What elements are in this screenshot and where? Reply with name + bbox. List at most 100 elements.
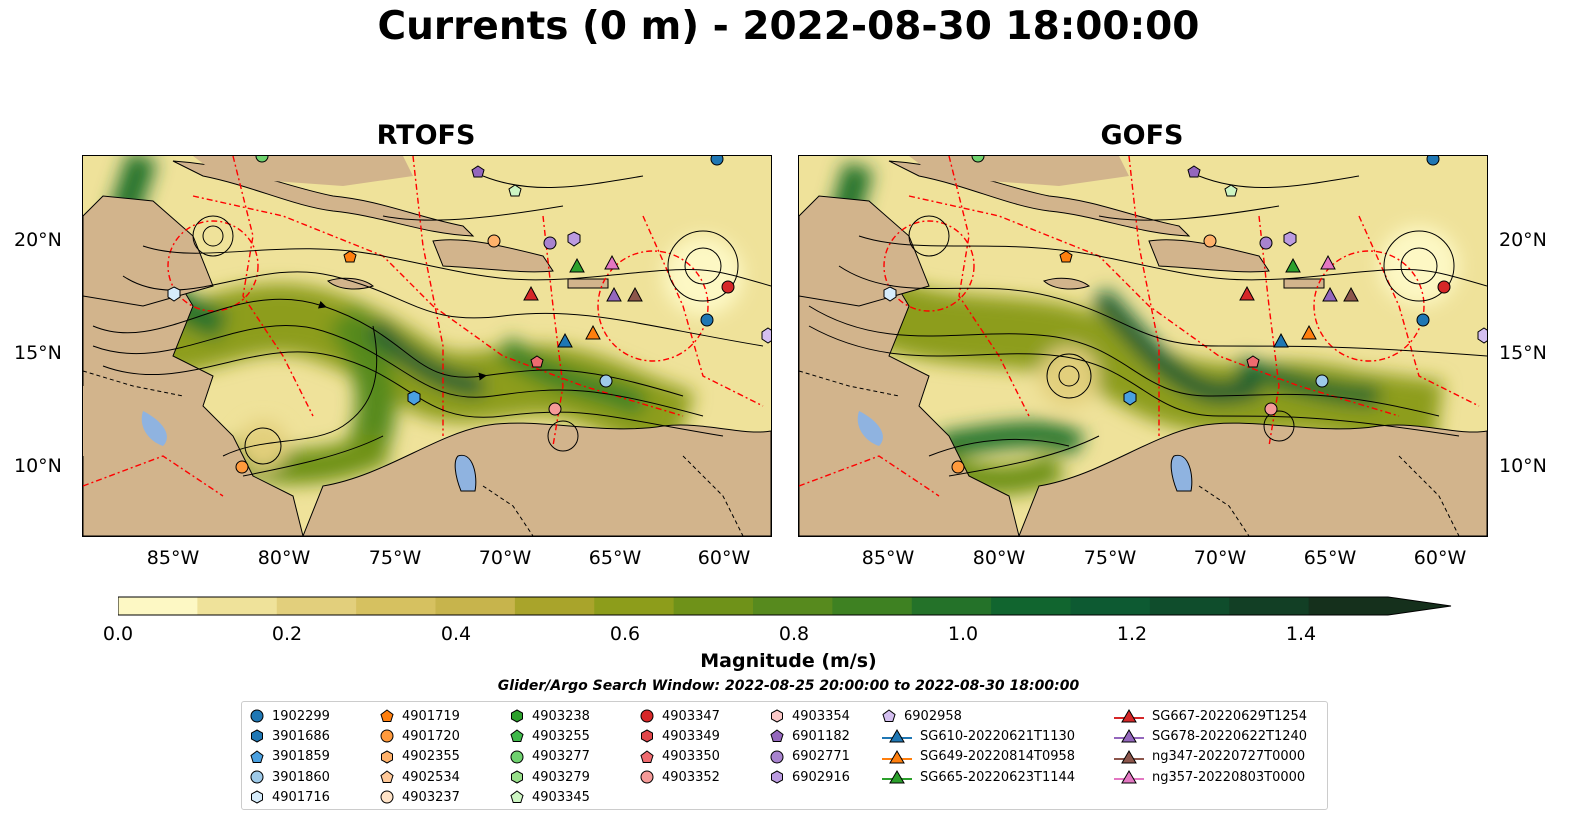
lat-label-20n-right: 20°N [1499, 229, 1547, 251]
legend-marker-icon [511, 709, 523, 723]
legend-marker-icon [511, 770, 523, 784]
map-gofs [798, 155, 1488, 537]
colorbar-segment [1070, 597, 1151, 615]
legend-item: 6902916 [770, 767, 850, 787]
streamlines [808, 175, 1487, 477]
legend-label: 6902771 [792, 749, 850, 765]
legend-marker-icon [770, 729, 784, 743]
legend-label: SG665-20220623T1144 [920, 769, 1076, 785]
eez-boundaries [799, 156, 1480, 497]
legend-item: 4903277 [510, 747, 590, 767]
lat-label-15n-right: 15°N [1499, 342, 1547, 364]
streamlines [92, 175, 771, 477]
legend-label: 4903279 [532, 769, 590, 785]
land-puerto-rico [567, 278, 609, 289]
lon-label-75w-gofs: 75°W [1083, 547, 1137, 569]
legend-marker-icon [771, 709, 783, 723]
legend-item: 6902771 [770, 747, 850, 767]
legend-label: 4903354 [792, 708, 850, 724]
country-borders [83, 370, 744, 536]
legend-item: 4903349 [640, 726, 720, 746]
legend-marker-icon [1114, 749, 1144, 764]
legend-item: 4903345 [510, 787, 590, 807]
lon-label-65w-gofs: 65°W [1303, 547, 1357, 569]
legend-label: 6902916 [792, 769, 850, 785]
legend-label: 4901719 [402, 708, 460, 724]
lat-label-20n-left: 20°N [14, 229, 62, 251]
legend: 1902299 3901686 3901859 3901860 4901716 49017… [241, 701, 1328, 810]
colorbar-label: Magnitude (m/s) [700, 650, 877, 672]
legend-marker-icon [1114, 709, 1144, 723]
legend-item: 3901859 [250, 747, 330, 767]
legend-item: 1902299 [250, 706, 330, 726]
colorbar-segment [435, 597, 516, 615]
legend-marker-icon [1114, 729, 1144, 743]
panel-title-gofs: GOFS [1100, 120, 1184, 151]
colorbar-tick-2: 0.4 [440, 623, 472, 645]
colorbar-tick-6: 1.2 [1116, 623, 1148, 645]
lon-label-65w-rtofs: 65°W [588, 547, 642, 569]
legend-label: 4903237 [402, 789, 460, 805]
legend-marker-icon [1114, 770, 1144, 784]
map-rtofs [82, 155, 772, 537]
colorbar-outline [117, 596, 1452, 616]
legend-label: 3901860 [272, 769, 330, 785]
legend-item: SG649-20220814T0958 [882, 747, 1075, 767]
colorbar-segment [118, 597, 198, 615]
colorbar-tick-4: 0.8 [778, 623, 810, 645]
legend-item: 4903255 [510, 726, 590, 746]
legend-column: 4901719 4901720 4902355 4902534 4903237 [380, 706, 460, 807]
lon-label-60w-gofs: 60°W [1413, 547, 1467, 569]
legend-marker-icon [510, 729, 524, 743]
legend-item: 4903354 [770, 706, 850, 726]
legend-marker-icon [770, 750, 784, 764]
lat-label-10n-left: 10°N [14, 455, 62, 477]
legend-marker-icon [381, 750, 393, 764]
land-south-america [302, 422, 771, 536]
legend-item: 4901719 [380, 706, 460, 726]
lake-nicaragua [141, 411, 167, 446]
legend-column: SG667-20220629T1254 SG678-20220622T1240 ng… [1114, 706, 1307, 787]
legend-column: 4903347 4903349 4903350 4903352 [640, 706, 720, 787]
lat-label-10n-right: 10°N [1499, 455, 1547, 477]
float-markers [167, 156, 771, 474]
legend-label: 4901716 [272, 789, 330, 805]
legend-marker-icon [882, 770, 912, 784]
colorbar-tick-3: 0.6 [609, 623, 641, 645]
colorbar-segment [1308, 597, 1389, 615]
legend-label: 4903347 [662, 708, 720, 724]
legend-label: 3901686 [272, 728, 330, 744]
legend-item: 6901182 [770, 726, 850, 746]
lon-label-70w-gofs: 70°W [1193, 547, 1247, 569]
legend-item: 4903350 [640, 747, 720, 767]
legend-label: 6902958 [904, 708, 962, 724]
legend-marker-icon [641, 729, 653, 744]
legend-label: 4902534 [402, 769, 460, 785]
legend-label: 4903350 [662, 749, 720, 765]
country-borders [799, 370, 1460, 536]
land-hispaniola [1148, 239, 1270, 273]
lake-maracaibo [1170, 454, 1193, 492]
colorbar-segment [832, 597, 913, 615]
colorbar-gradient [117, 596, 1452, 616]
legend-item: 3901860 [250, 767, 330, 787]
float-markers [883, 156, 1487, 474]
lon-label-80w-rtofs: 80°W [257, 547, 311, 569]
land-cuba [888, 160, 1191, 237]
legend-marker-icon [510, 750, 524, 764]
lon-label-60w-rtofs: 60°W [697, 547, 751, 569]
legend-label: 1902299 [272, 708, 330, 724]
colorbar-extend-arrow [1388, 597, 1451, 615]
land-jamaica [1043, 277, 1091, 290]
legend-item: SG667-20220629T1254 [1114, 706, 1307, 726]
legend-item: 4903238 [510, 706, 590, 726]
lon-label-70w-rtofs: 70°W [478, 547, 532, 569]
legend-item: 4902355 [380, 747, 460, 767]
map-rtofs-canvas [83, 156, 771, 536]
legend-item: SG665-20220623T1144 [882, 767, 1075, 787]
legend-label: ng357-20220803T0000 [1152, 769, 1306, 785]
legend-marker-icon [882, 709, 896, 723]
legend-item: SG678-20220622T1240 [1114, 726, 1307, 746]
legend-label: 4902355 [402, 749, 460, 765]
colorbar-tick-5: 1.0 [947, 623, 979, 645]
